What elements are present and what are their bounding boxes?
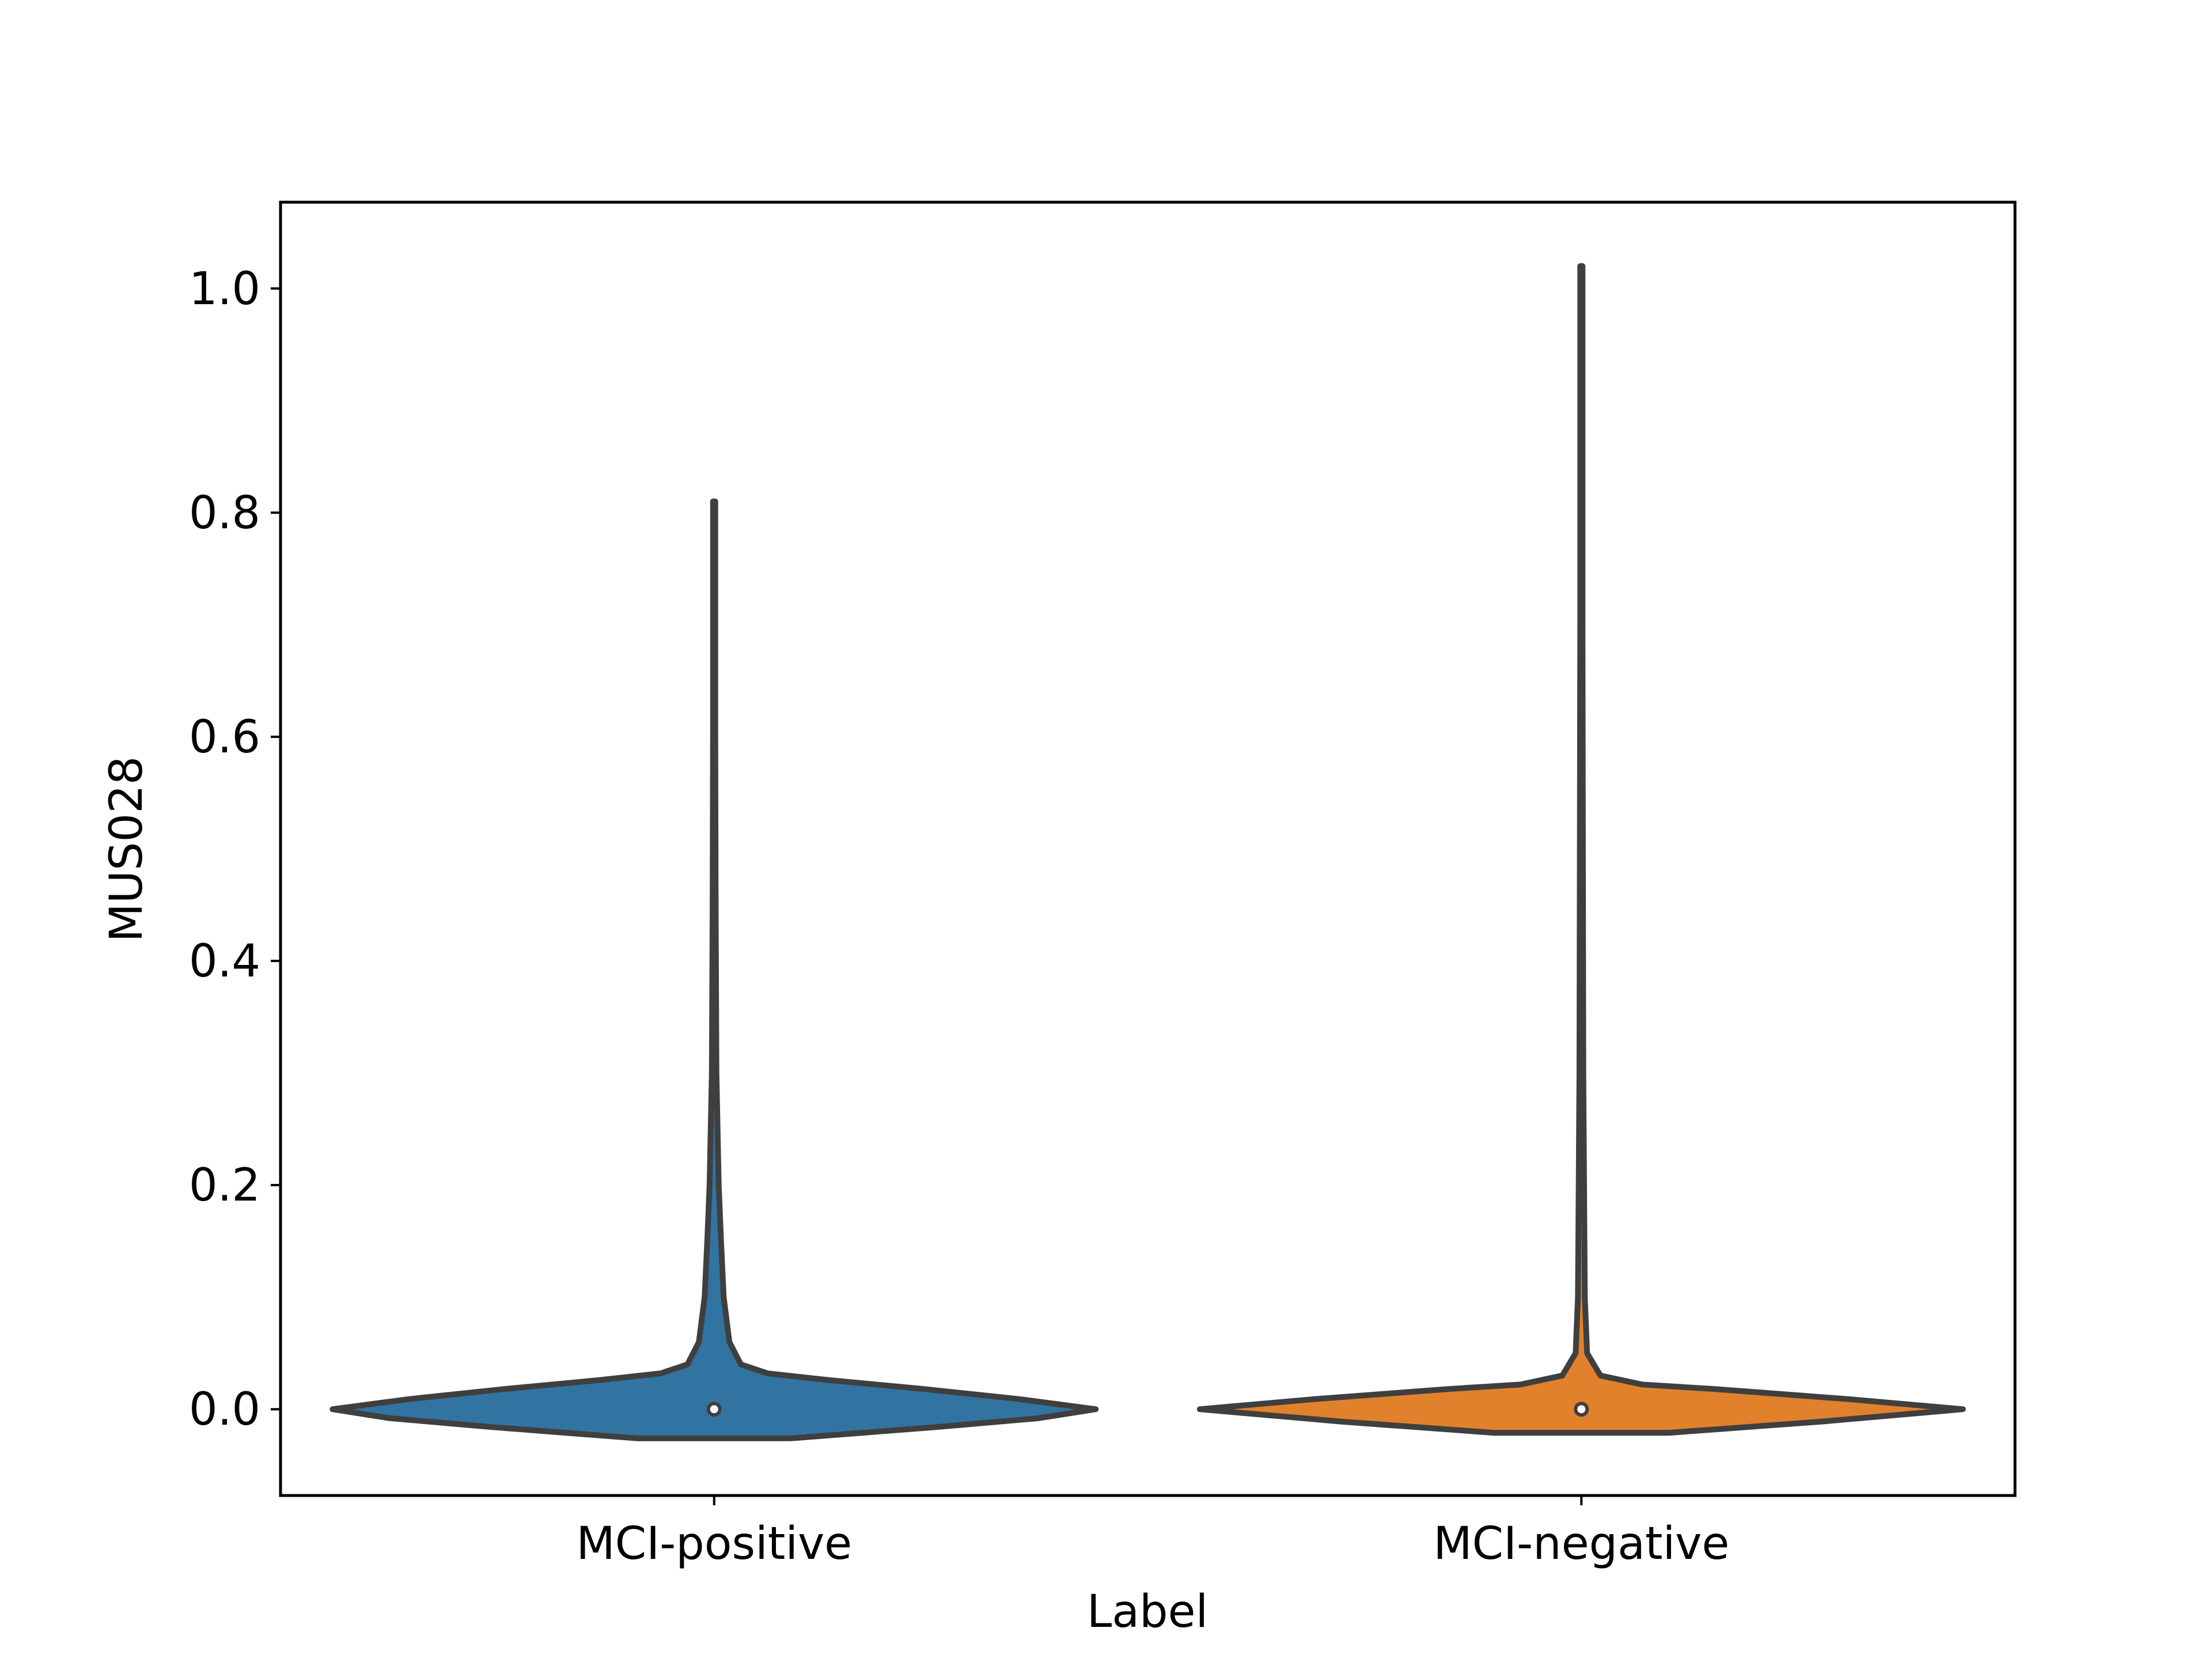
x-axis: MCI-positive MCI-negative xyxy=(576,1496,1729,1570)
axes-frame xyxy=(279,200,2017,1497)
y-tick-label: 0.2 xyxy=(189,1160,260,1212)
violin-layer xyxy=(329,263,1966,1441)
violin-mci-positive xyxy=(329,498,1099,1441)
median-marker xyxy=(706,1402,722,1417)
y-tick-label: 0.0 xyxy=(189,1384,260,1436)
violin-mci-negative xyxy=(1196,263,1966,1436)
median-marker xyxy=(1574,1402,1589,1417)
x-tick-label: MCI-negative xyxy=(1433,1518,1729,1570)
y-axis-label: MUS028 xyxy=(101,756,153,942)
y-tick-label: 1.0 xyxy=(189,263,260,315)
y-tick-label: 0.4 xyxy=(189,936,260,987)
x-axis-label: Label xyxy=(1087,1586,1208,1638)
y-tick-label: 0.6 xyxy=(189,711,260,763)
y-axis: 0.0 0.2 0.4 0.6 0.8 1.0 xyxy=(189,263,281,1436)
y-tick-label: 0.8 xyxy=(189,487,260,539)
x-tick-label: MCI-positive xyxy=(576,1518,852,1570)
